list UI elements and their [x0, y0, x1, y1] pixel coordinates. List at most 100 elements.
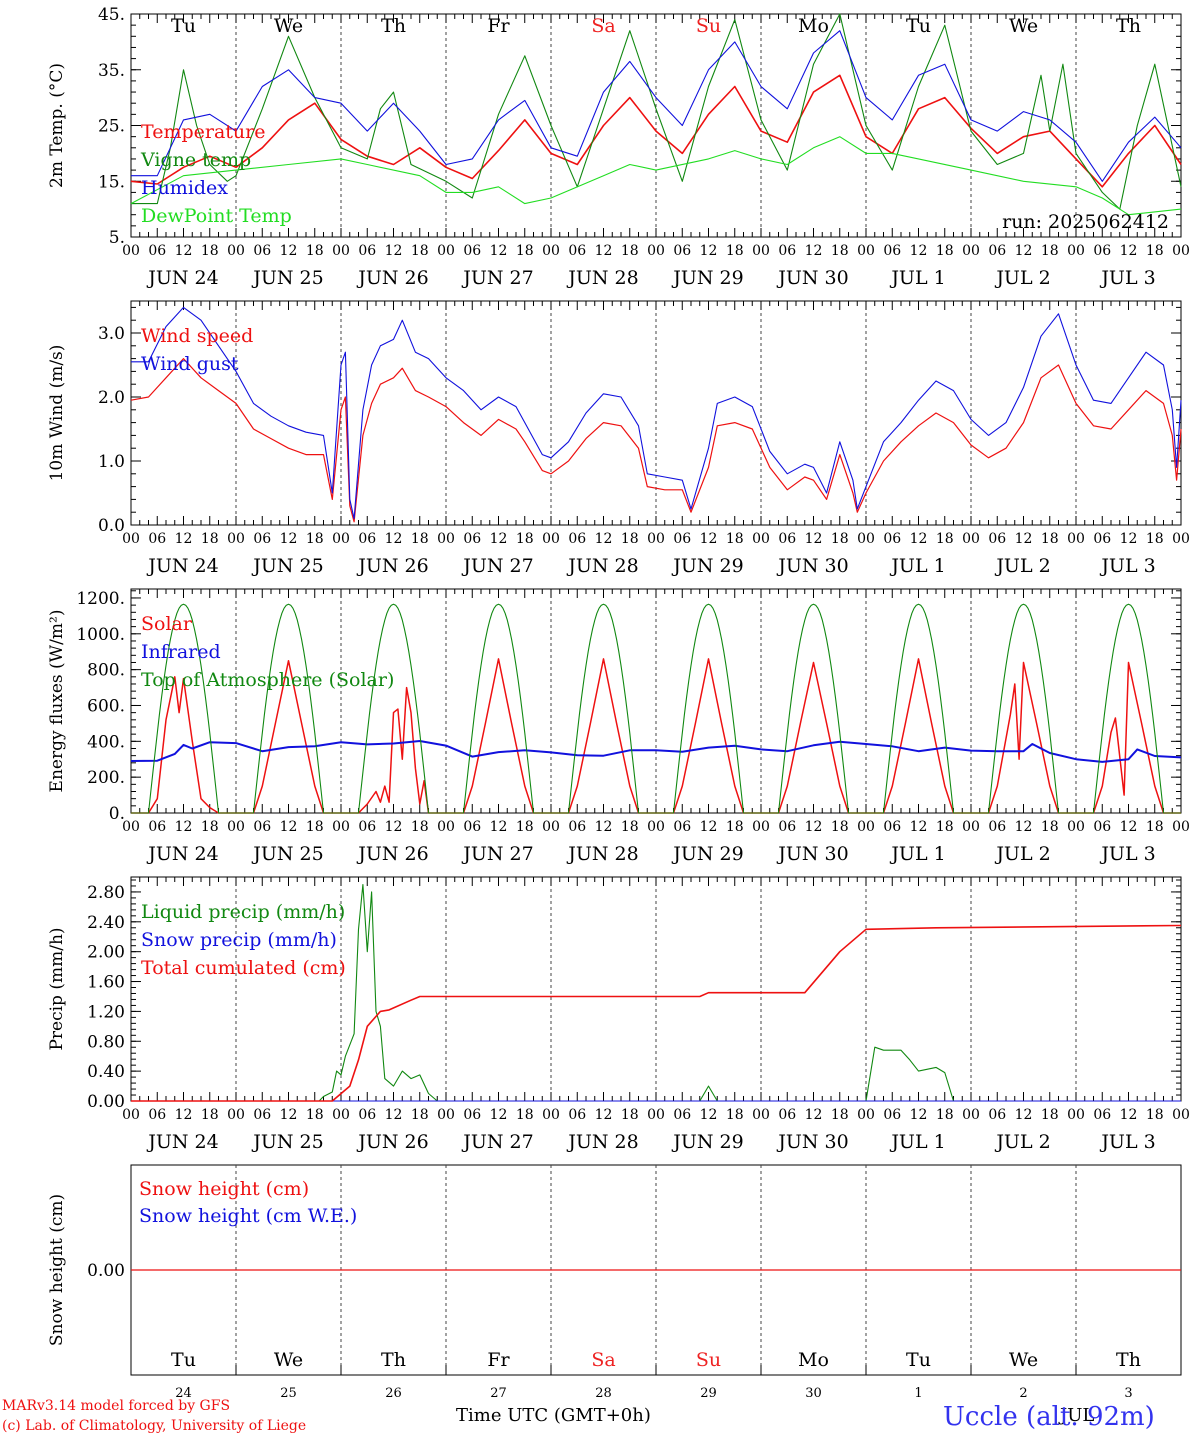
legend-entry: DewPoint Temp — [141, 205, 292, 227]
day-number: 3 — [1124, 1386, 1132, 1401]
panel-frame — [130, 588, 1182, 814]
hour-label: 06 — [673, 819, 691, 835]
legend-entry: Total cumulated (cm) — [141, 957, 346, 979]
hour-label: 12 — [805, 243, 823, 259]
date-label: JUL 2 — [994, 843, 1050, 865]
day-name: Sa — [591, 1349, 615, 1371]
date-label: JUN 29 — [671, 843, 743, 865]
date-label: JUN 24 — [146, 843, 218, 865]
hour-label: 00 — [962, 243, 980, 259]
hour-label: 18 — [201, 1107, 219, 1123]
day-name: Sa — [591, 15, 615, 37]
hour-label: 00 — [857, 243, 875, 259]
hour-label: 06 — [883, 531, 901, 547]
date-label: JUN 29 — [671, 267, 743, 289]
hour-label: 06 — [778, 243, 796, 259]
hour-label: 06 — [463, 531, 481, 547]
date-label: JUN 26 — [356, 843, 428, 865]
hour-label: 00 — [1067, 819, 1085, 835]
hour-label: 18 — [1041, 819, 1059, 835]
date-label: JUL 3 — [1099, 843, 1155, 865]
hour-label: 18 — [726, 243, 744, 259]
hour-label: 12 — [805, 1107, 823, 1123]
hour-label: 06 — [988, 243, 1006, 259]
y-tick-label: 600. — [87, 696, 125, 716]
day-name: Su — [696, 1349, 721, 1371]
y-axis-title: 10m Wind (m/s) — [47, 345, 67, 482]
hour-label: 18 — [936, 531, 954, 547]
hour-label: 00 — [542, 243, 560, 259]
hour-label: 18 — [726, 819, 744, 835]
series-line — [131, 30, 1182, 182]
series-line — [130, 358, 1182, 523]
date-label: JUN 29 — [671, 1131, 743, 1153]
hour-label: 00 — [437, 1107, 455, 1123]
hour-label: 06 — [883, 243, 901, 259]
date-label: JUN 30 — [776, 267, 848, 289]
station-label: Uccle (alt. 92m) — [943, 1402, 1155, 1432]
hour-label: 06 — [988, 531, 1006, 547]
hour-label: 12 — [385, 1107, 403, 1123]
hour-label: 12 — [1120, 243, 1138, 259]
overlap-label: JUL — [1060, 1405, 1095, 1426]
y-tick-label: 3.0 — [98, 324, 125, 344]
hour-label: 00 — [542, 531, 560, 547]
date-label: JUN 25 — [251, 555, 323, 577]
day-number: 28 — [595, 1386, 612, 1401]
hour-label: 06 — [463, 1107, 481, 1123]
hour-label: 06 — [1093, 531, 1111, 547]
day-name: Mo — [798, 1349, 829, 1371]
date-label: JUL 1 — [889, 1131, 945, 1153]
y-tick-label: 15. — [98, 172, 125, 192]
hour-label: 12 — [490, 243, 508, 259]
lab-credit: (c) Lab. of Climatology, University of L… — [2, 1418, 307, 1434]
day-number: 30 — [805, 1386, 822, 1401]
date-label: JUN 29 — [671, 555, 743, 577]
hour-label: 18 — [936, 243, 954, 259]
hour-label: 12 — [1120, 1107, 1138, 1123]
model-credit: MARv3.14 model forced by GFS — [2, 1398, 231, 1414]
hour-label: 00 — [227, 1107, 245, 1123]
y-tick-label: 0.40 — [87, 1062, 125, 1082]
day-number: 27 — [490, 1386, 507, 1401]
hour-label: 00 — [332, 531, 350, 547]
date-label: JUL 3 — [1099, 267, 1155, 289]
hour-label: 12 — [700, 531, 718, 547]
y-axis-title: Energy fluxes (W/m²) — [47, 610, 67, 793]
hour-label: 18 — [411, 819, 429, 835]
hour-label: 12 — [595, 531, 613, 547]
hour-label: 18 — [306, 1107, 324, 1123]
y-tick-label: 45. — [98, 5, 125, 25]
series-line — [131, 658, 1181, 814]
hour-label: 00 — [752, 819, 770, 835]
day-name: Th — [381, 15, 406, 37]
panel-4 — [130, 876, 1182, 1102]
date-label: JUL 1 — [889, 555, 945, 577]
hour-label: 00 — [437, 243, 455, 259]
hour-label: 00 — [1172, 531, 1190, 547]
hour-label: 06 — [358, 531, 376, 547]
day-name: Th — [1116, 15, 1141, 37]
legend-entry: Snow precip (mm/h) — [141, 929, 337, 951]
day-name: We — [1009, 1349, 1038, 1371]
hour-label: 00 — [1067, 1107, 1085, 1123]
hour-label: 06 — [673, 1107, 691, 1123]
hour-label: 06 — [988, 819, 1006, 835]
day-number: 26 — [385, 1386, 402, 1401]
date-label: JUN 26 — [356, 555, 428, 577]
hour-label: 06 — [253, 1107, 271, 1123]
hour-label: 18 — [831, 531, 849, 547]
panel-2 — [130, 300, 1182, 526]
y-tick-label: 0. — [109, 804, 125, 824]
legend-entry: Snow height (cm W.E.) — [139, 1205, 357, 1227]
day-name: Fr — [487, 15, 510, 37]
legend-entry: Wind gust — [141, 353, 239, 375]
hour-label: 12 — [280, 1107, 298, 1123]
y-tick-label: 800. — [87, 661, 125, 681]
date-label: JUL 2 — [994, 555, 1050, 577]
hour-label: 18 — [1146, 531, 1164, 547]
hour-label: 00 — [647, 819, 665, 835]
hour-label: 18 — [831, 243, 849, 259]
y-tick-label: 2.80 — [87, 883, 125, 903]
y-tick-label: 1.20 — [87, 1002, 125, 1022]
